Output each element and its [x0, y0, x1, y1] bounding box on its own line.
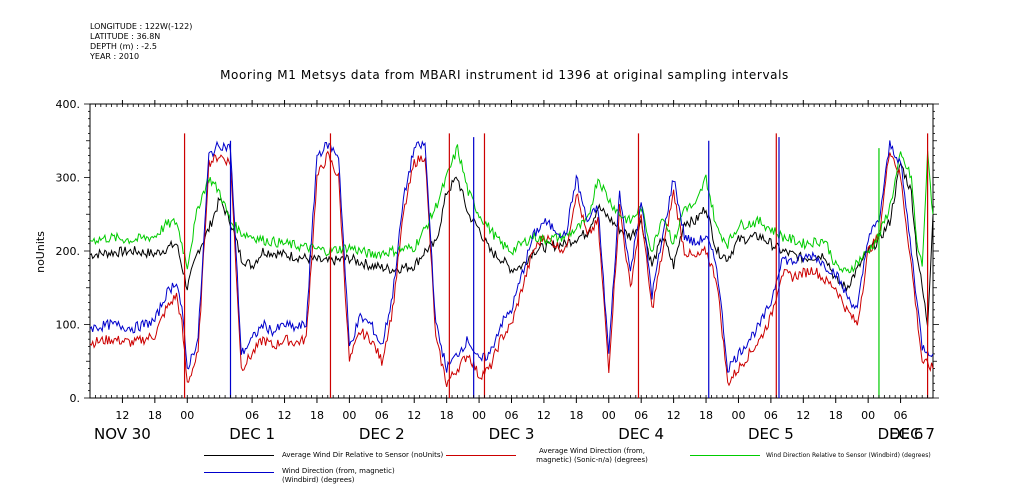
x-tick-label: 18 [440, 409, 454, 422]
y-tick-label: 100. [56, 319, 81, 332]
y-tick-label: 400. [56, 98, 81, 111]
legend-swatch-blue [204, 472, 274, 473]
legend-swatch-green [690, 455, 760, 456]
x-tick-label: 12 [796, 409, 810, 422]
metadata-block: LONGITUDE : 122W(-122) LATITUDE : 36.8N … [90, 22, 192, 62]
legend-label-avg-wind-dir: Average Wind Direction (from, magnetic) … [536, 447, 648, 464]
y-axis-label: noUnits [34, 231, 47, 273]
legend-swatch-black [204, 455, 274, 456]
x-tick-label: 18 [310, 409, 324, 422]
depth-label: DEPTH (m) : -2.5 [90, 42, 157, 51]
x-day-label: DEC 4 [618, 425, 664, 443]
chart-title: Mooring M1 Metsys data from MBARI instru… [220, 68, 789, 82]
x-tick-label: 00 [861, 409, 875, 422]
x-tick-label: 06 [245, 409, 259, 422]
x-tick-label: 12 [407, 409, 421, 422]
x-day-label: NOV 30 [94, 425, 151, 443]
legend-swatch-red [446, 455, 516, 456]
x-tick-label: 12 [667, 409, 681, 422]
x-tick-label: 00 [472, 409, 486, 422]
latitude-label: LATITUDE : 36.8N [90, 32, 161, 41]
x-tick-label: 06 [505, 409, 519, 422]
series-line-3 [89, 140, 934, 373]
year-label: YEAR : 2010 [90, 52, 140, 61]
x-tick-label: 12 [115, 409, 129, 422]
longitude-label: LONGITUDE : 122W(-122) [90, 22, 193, 31]
tick-group: 12 18 00 06 12 18 00 06 12 18 00 06 12 18 00 06 12 18 00 06… [56, 98, 939, 443]
plot-frame [89, 103, 934, 399]
x-tick-label: 00 [602, 409, 616, 422]
x-tick-label: 18 [569, 409, 583, 422]
x-tick-label: 06 [375, 409, 389, 422]
legend-label-windbird-relative: Wind Direction Relative to Sensor (Windb… [766, 452, 931, 459]
legend-label-relative-dir: Average Wind Dir Relative to Sensor (noU… [282, 451, 444, 459]
y-tick-label: 0. [70, 392, 81, 405]
x-day-label: DEC 1 [229, 425, 275, 443]
x-tick-label: 18 [699, 409, 713, 422]
x-tick-label: 06 [764, 409, 778, 422]
legend-label-windbird-dir: Wind Direction (from, magnetic) (Windbir… [282, 467, 395, 484]
x-tick-label: 00 [342, 409, 356, 422]
x-tick-label: 12 [278, 409, 292, 422]
y-tick-label: 300. [56, 172, 81, 185]
axes-frame [89, 103, 934, 399]
x-tick-label: 06 [634, 409, 648, 422]
x-tick-label: 18 [148, 409, 162, 422]
x-tick-label: 06 [894, 409, 908, 422]
x-day-label: DEC 2 [359, 425, 405, 443]
x-day-label: DEC 5 [748, 425, 794, 443]
series-group [89, 133, 934, 398]
x-tick-label: 18 [829, 409, 843, 422]
x-tick-label: 00 [731, 409, 745, 422]
x-day-label: DEC 3 [489, 425, 535, 443]
x-tick-label: 00 [180, 409, 194, 422]
x-tick-label: 12 [537, 409, 551, 422]
x-day-label: DEC 7 [889, 425, 935, 443]
series-line-2 [89, 144, 934, 274]
x-day-label: DEC 6 [878, 425, 924, 443]
y-tick-label: 200. [56, 245, 81, 258]
